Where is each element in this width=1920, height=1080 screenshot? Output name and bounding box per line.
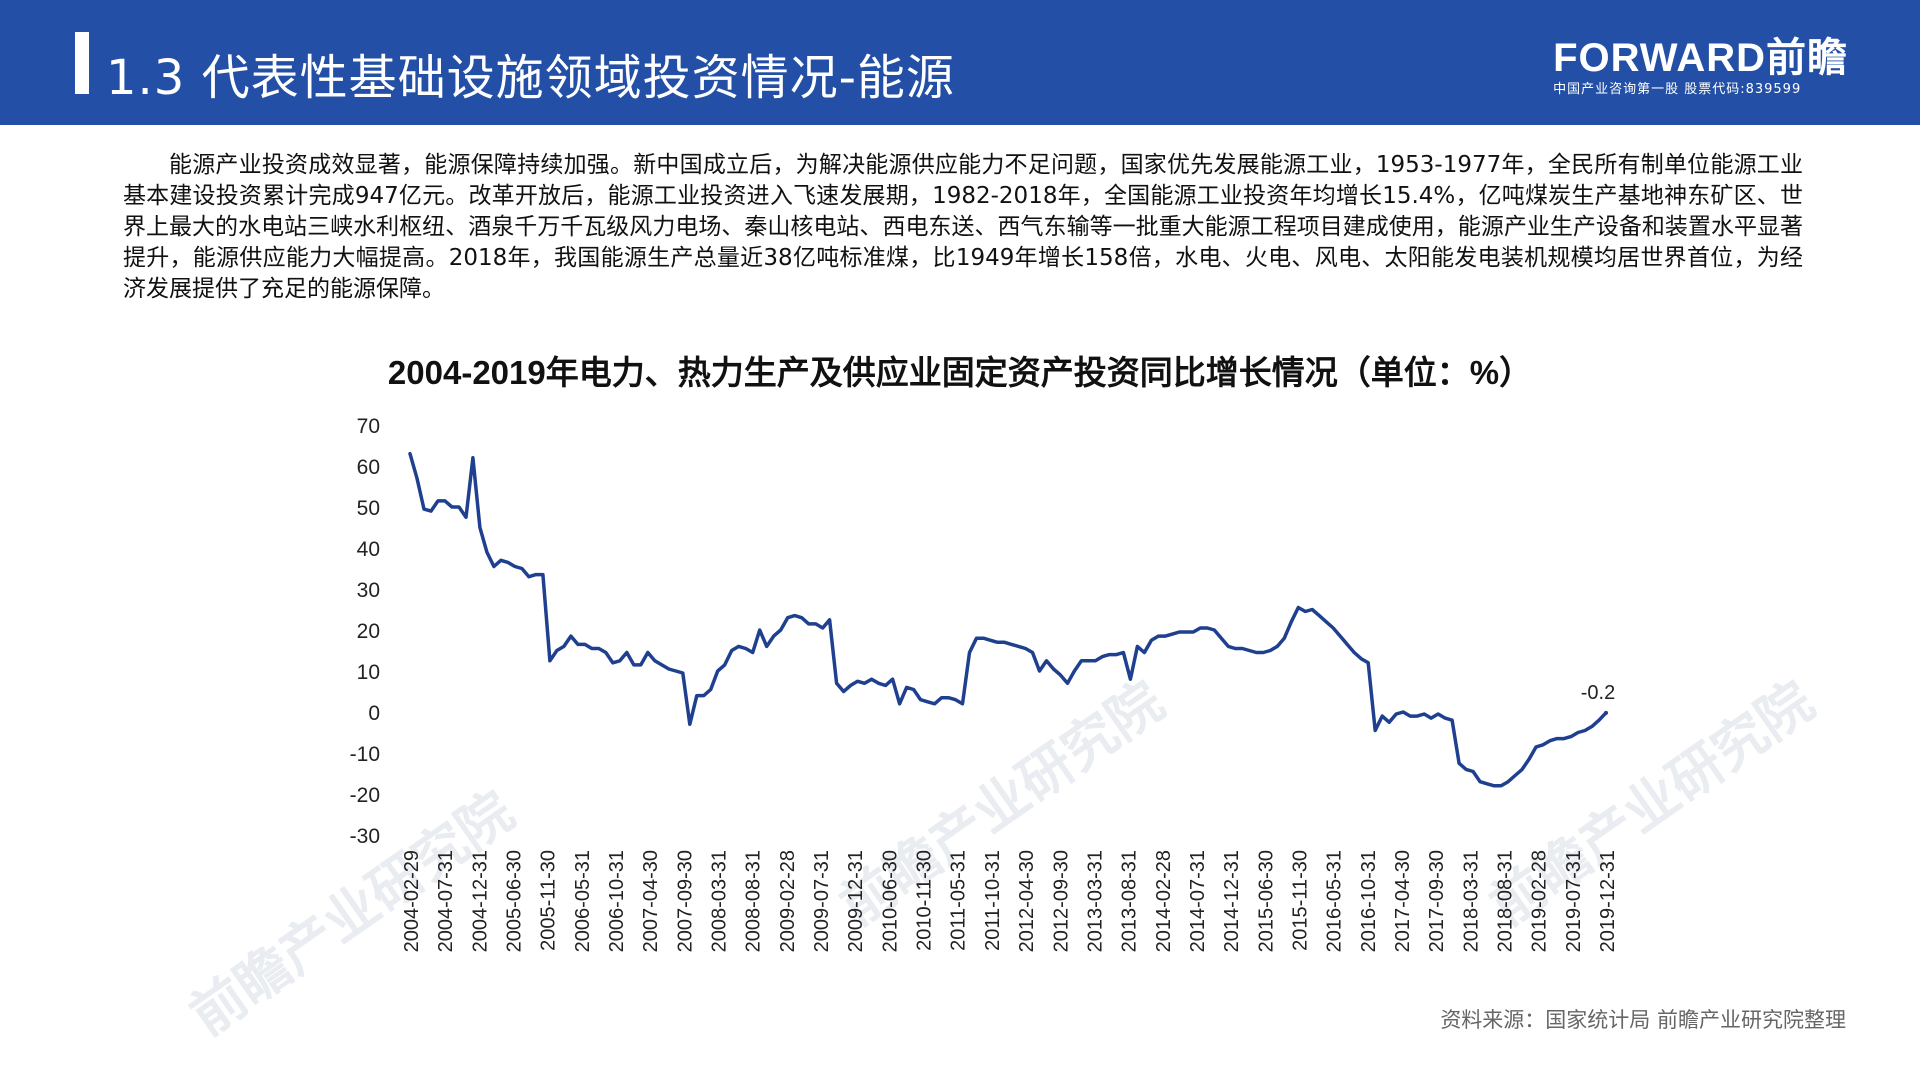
x-tick-label: 2010-06-30 xyxy=(879,850,901,952)
x-tick-label: 2012-09-30 xyxy=(1050,850,1072,952)
y-tick-label: -20 xyxy=(350,784,380,807)
x-tick-label: 2015-06-30 xyxy=(1255,850,1277,952)
header-bar: 1.3 代表性基础设施领域投资情况-能源 FORWARD前瞻 中国产业咨询第一股… xyxy=(0,0,1920,125)
x-tick-label: 2007-09-30 xyxy=(674,850,696,952)
x-tick-label: 2015-11-30 xyxy=(1289,850,1311,951)
x-tick-label: 2006-05-31 xyxy=(572,850,594,952)
y-tick-label: 50 xyxy=(357,497,380,520)
x-tick-label: 2019-12-31 xyxy=(1597,850,1619,952)
header-accent-bar xyxy=(75,32,89,94)
x-tick-label: 2017-09-30 xyxy=(1426,850,1448,952)
x-tick-label: 2013-03-31 xyxy=(1084,850,1106,952)
x-tick-label: 2012-04-30 xyxy=(1016,850,1038,952)
x-tick-label: 2005-11-30 xyxy=(538,850,560,951)
intro-paragraph: 能源产业投资成效显著，能源保障持续加强。新中国成立后，为解决能源供应能力不足问题… xyxy=(123,152,1803,302)
y-tick-label: 10 xyxy=(357,661,380,684)
x-tick-label: 2018-08-31 xyxy=(1494,850,1516,952)
y-tick-label: 30 xyxy=(357,579,380,602)
source-note: 资料来源：国家统计局 前瞻产业研究院整理 xyxy=(1440,1008,1846,1032)
brand: FORWARD前瞻 中国产业咨询第一股 股票代码:839599 xyxy=(1553,36,1848,100)
x-tick-label: 2004-02-29 xyxy=(401,850,423,952)
y-tick-label: 20 xyxy=(357,620,380,643)
x-tick-label: 2011-05-31 xyxy=(948,850,970,951)
x-tick-label: 2014-07-31 xyxy=(1187,850,1209,952)
y-tick-label: -30 xyxy=(350,825,380,848)
x-tick-label: 2006-10-31 xyxy=(606,850,628,952)
x-tick-label: 2004-07-31 xyxy=(435,850,457,952)
x-tick-label: 2008-03-31 xyxy=(709,850,731,952)
x-tick-label: 2017-04-30 xyxy=(1392,850,1414,952)
y-tick-label: 40 xyxy=(357,538,380,561)
chart-title: 2004-2019年电力、热力生产及供应业固定资产投资同比增长情况（单位：%） xyxy=(387,354,1533,391)
x-tick-label: 2005-06-30 xyxy=(504,850,526,952)
page-title: 1.3 代表性基础设施领域投资情况-能源 xyxy=(106,50,955,106)
x-tick-label: 2019-07-31 xyxy=(1563,850,1585,952)
y-tick-label: 70 xyxy=(357,415,380,438)
x-tick-label: 2018-03-31 xyxy=(1460,850,1482,952)
y-tick-label: 0 xyxy=(368,702,380,725)
x-tick-label: 2019-02-28 xyxy=(1529,850,1551,952)
x-tick-label: 2007-04-30 xyxy=(640,850,662,952)
x-tick-label: 2008-08-31 xyxy=(743,850,765,952)
x-tick-label: 2013-08-31 xyxy=(1119,850,1141,952)
x-tick-label: 2009-07-31 xyxy=(811,850,833,952)
x-tick-label: 2009-02-28 xyxy=(777,850,799,952)
x-tick-label: 2014-02-28 xyxy=(1153,850,1175,952)
x-tick-label: 2011-10-31 xyxy=(982,850,1004,951)
brand-logo: FORWARD前瞻 xyxy=(1553,36,1848,80)
x-tick-label: 2016-05-31 xyxy=(1324,850,1346,952)
data-label: -0.2 xyxy=(1581,682,1615,704)
data-point xyxy=(1604,710,1608,715)
x-tick-label: 2004-12-31 xyxy=(469,850,491,952)
x-tick-label: 2009-12-31 xyxy=(845,850,867,952)
x-tick-label: 2014-12-31 xyxy=(1221,850,1243,952)
y-tick-label: -10 xyxy=(350,743,380,766)
y-tick-label: 60 xyxy=(357,456,380,479)
x-tick-label: 2016-10-31 xyxy=(1358,850,1380,952)
brand-subtitle: 中国产业咨询第一股 股票代码:839599 xyxy=(1553,82,1802,97)
x-tick-label: 2010-11-30 xyxy=(914,850,936,951)
series-line xyxy=(408,451,1608,788)
